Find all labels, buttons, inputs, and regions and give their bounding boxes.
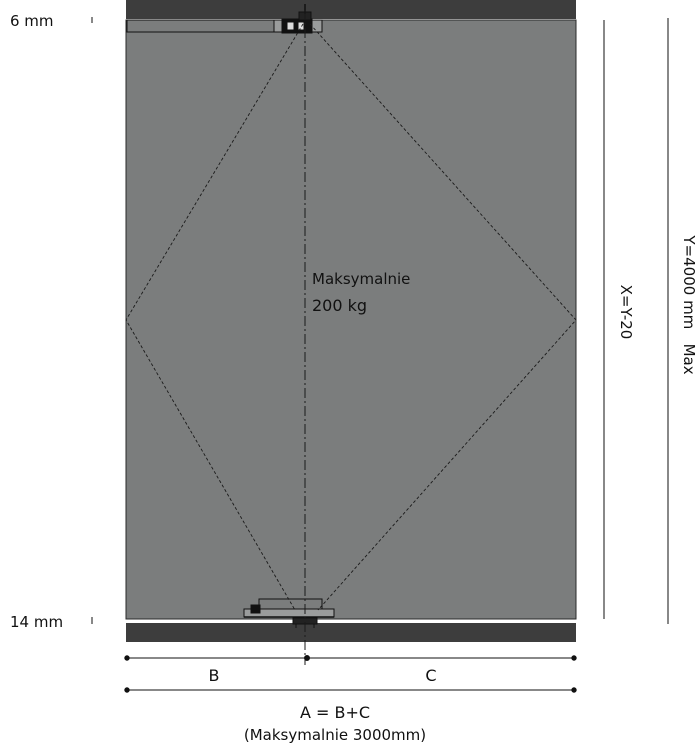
a-formula-label: A = B+C [300, 703, 370, 722]
y-dimension-label: Y=4000 mm Max [680, 234, 697, 374]
c-label: C [425, 666, 436, 685]
bottom-gap-label: 14 mm [10, 613, 63, 631]
bc-dimension [124, 655, 577, 661]
x-dimension-label: X=Y-20 [617, 285, 635, 340]
bottom-pivot-icon [243, 598, 335, 628]
a-dimension [124, 687, 577, 693]
top-gap-label: 6 mm [10, 12, 54, 30]
b-label: B [209, 666, 220, 685]
a-max-label: (Maksymalnie 3000mm) [244, 726, 426, 744]
load-label-line2: 200 kg [312, 296, 367, 315]
ceiling-track [126, 0, 576, 19]
floor-strip [126, 623, 576, 642]
load-label-line1: Maksymalnie [312, 270, 410, 288]
swing-path [125, 23, 577, 611]
door-panel [125, 19, 577, 620]
